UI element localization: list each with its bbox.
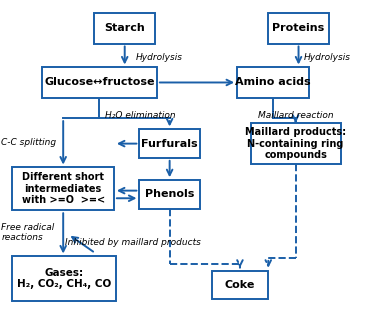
FancyBboxPatch shape — [237, 67, 309, 98]
Text: Coke: Coke — [225, 280, 255, 290]
Text: Gases:
H₂, CO₂, CH₄, CO: Gases: H₂, CO₂, CH₄, CO — [17, 268, 111, 289]
Text: Phenols: Phenols — [145, 189, 194, 199]
Text: Glucose↔fructose: Glucose↔fructose — [44, 78, 154, 87]
Text: Free radical
reactions: Free radical reactions — [2, 223, 55, 242]
Text: Amino acids: Amino acids — [235, 78, 311, 87]
Text: Furfurals: Furfurals — [142, 139, 198, 149]
Text: Different short
intermediates
with >=O  >=<: Different short intermediates with >=O >… — [22, 172, 105, 205]
FancyBboxPatch shape — [94, 13, 155, 44]
FancyBboxPatch shape — [251, 123, 341, 164]
Text: Proteins: Proteins — [272, 24, 325, 33]
FancyBboxPatch shape — [42, 67, 157, 98]
Text: Maillard products:
N-containing ring
compounds: Maillard products: N-containing ring com… — [245, 127, 346, 160]
Text: Maillard reaction: Maillard reaction — [258, 111, 334, 120]
Text: Hydrolysis: Hydrolysis — [136, 53, 182, 62]
FancyBboxPatch shape — [13, 256, 116, 301]
FancyBboxPatch shape — [212, 271, 268, 299]
FancyBboxPatch shape — [140, 129, 200, 158]
FancyBboxPatch shape — [13, 167, 114, 210]
Text: Starch: Starch — [104, 24, 145, 33]
Text: H₂O elimination: H₂O elimination — [105, 111, 176, 121]
FancyBboxPatch shape — [140, 180, 200, 209]
Text: Inhibited by maillard products: Inhibited by maillard products — [65, 238, 201, 247]
Text: C-C splitting: C-C splitting — [2, 137, 56, 146]
Text: Hydrolysis: Hydrolysis — [303, 53, 350, 62]
FancyBboxPatch shape — [268, 13, 329, 44]
